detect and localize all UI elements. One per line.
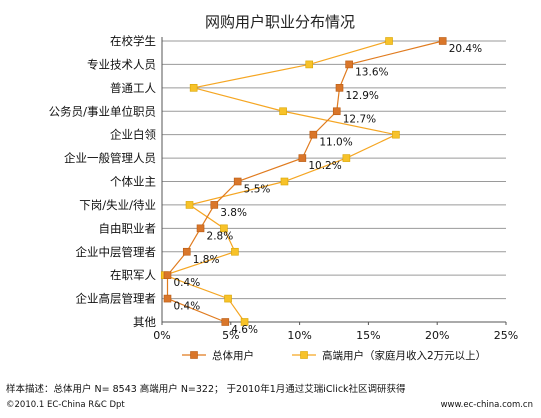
data-point — [220, 224, 228, 233]
data-point — [345, 60, 353, 69]
x-tick-label: 0% — [153, 329, 170, 342]
data-label: 1.8% — [193, 254, 220, 266]
data-point — [185, 201, 194, 209]
grid — [162, 40, 506, 323]
data-label: 3.8% — [220, 207, 247, 219]
category-label: 下岗/失业/待业 — [79, 198, 156, 212]
data-label: 10.2% — [308, 160, 341, 172]
chart-title: 网购用户职业分布情况 — [205, 13, 355, 31]
data-point — [280, 177, 289, 186]
data-point — [438, 37, 447, 45]
x-tick-label: 10% — [287, 329, 311, 342]
data-label: 0.4% — [174, 301, 201, 313]
category-label: 普通工人 — [110, 81, 156, 95]
data-point — [305, 60, 314, 69]
series: 20.4% 13.6% 12.9% 12.7% 11.0% 10.2% 5.5% 3.8% 2.… — [160, 37, 482, 336]
data-label: 13.6% — [355, 66, 388, 78]
category-label: 其他 — [133, 315, 156, 329]
category-label: 在校学生 — [110, 34, 156, 48]
legend-label: 总体用户 — [212, 349, 254, 362]
data-point — [210, 201, 219, 209]
data-point — [298, 154, 307, 162]
data-label: 4.6% — [231, 324, 258, 336]
axes: 0% 5% 10% 15% 20% 25% — [153, 37, 518, 342]
category-label: 专业技术人员 — [87, 57, 156, 71]
data-label: 12.7% — [343, 113, 376, 125]
legend-label: 高端用户（家庭月收入2万元以上） — [322, 349, 486, 362]
x-tick-label: 5% — [222, 329, 239, 342]
site-url: www.ec-china.com.cn — [440, 400, 533, 410]
category-label: 企业高层管理者 — [76, 292, 157, 306]
data-point — [221, 318, 230, 326]
data-point — [224, 294, 232, 303]
category-labels: 在校学生专业技术人员普通工人公务员/事业单位职员企业白领企业一般管理人员个体业主… — [49, 34, 157, 329]
data-point — [231, 247, 239, 256]
data-point — [335, 84, 344, 92]
x-tick-label: 25% — [494, 329, 518, 342]
category-label: 企业一般管理人员 — [64, 151, 156, 165]
data-point — [332, 107, 341, 116]
category-label: 企业中层管理者 — [76, 245, 157, 259]
data-point — [279, 107, 287, 116]
data-point — [342, 154, 351, 162]
data-label: 11.0% — [319, 137, 352, 149]
category-label: 企业白领 — [110, 128, 156, 142]
data-point — [392, 130, 400, 139]
data-label: 5.5% — [244, 184, 271, 196]
data-label: 12.9% — [346, 90, 379, 102]
data-point — [385, 37, 393, 45]
x-tick-label: 15% — [356, 329, 380, 342]
legend-marker — [190, 351, 198, 359]
data-point — [182, 247, 191, 256]
x-tick-label: 20% — [425, 329, 449, 342]
copyright-text: ©2010.1 EC-China R&C Dpt — [6, 400, 125, 410]
legend-marker — [300, 351, 308, 359]
category-label: 个体业主 — [110, 175, 156, 189]
data-point — [233, 177, 242, 186]
legend: 总体用户 高端用户（家庭月收入2万元以上） — [182, 349, 486, 362]
sample-note: 样本描述：总体用户 N= 8543 高端用户 N=322； 于2010年1月通过… — [6, 384, 406, 395]
data-label: 20.4% — [449, 43, 482, 55]
category-label: 自由职业者 — [99, 221, 157, 235]
data-point — [163, 294, 172, 303]
data-label: 2.8% — [207, 230, 234, 242]
category-label: 公务员/事业单位职员 — [49, 104, 156, 118]
data-label: 0.4% — [174, 277, 201, 289]
data-point — [189, 84, 198, 92]
data-point — [196, 224, 205, 233]
category-label: 在职军人 — [110, 268, 156, 282]
data-point — [240, 318, 249, 326]
data-point — [163, 271, 172, 279]
data-point — [309, 130, 318, 139]
